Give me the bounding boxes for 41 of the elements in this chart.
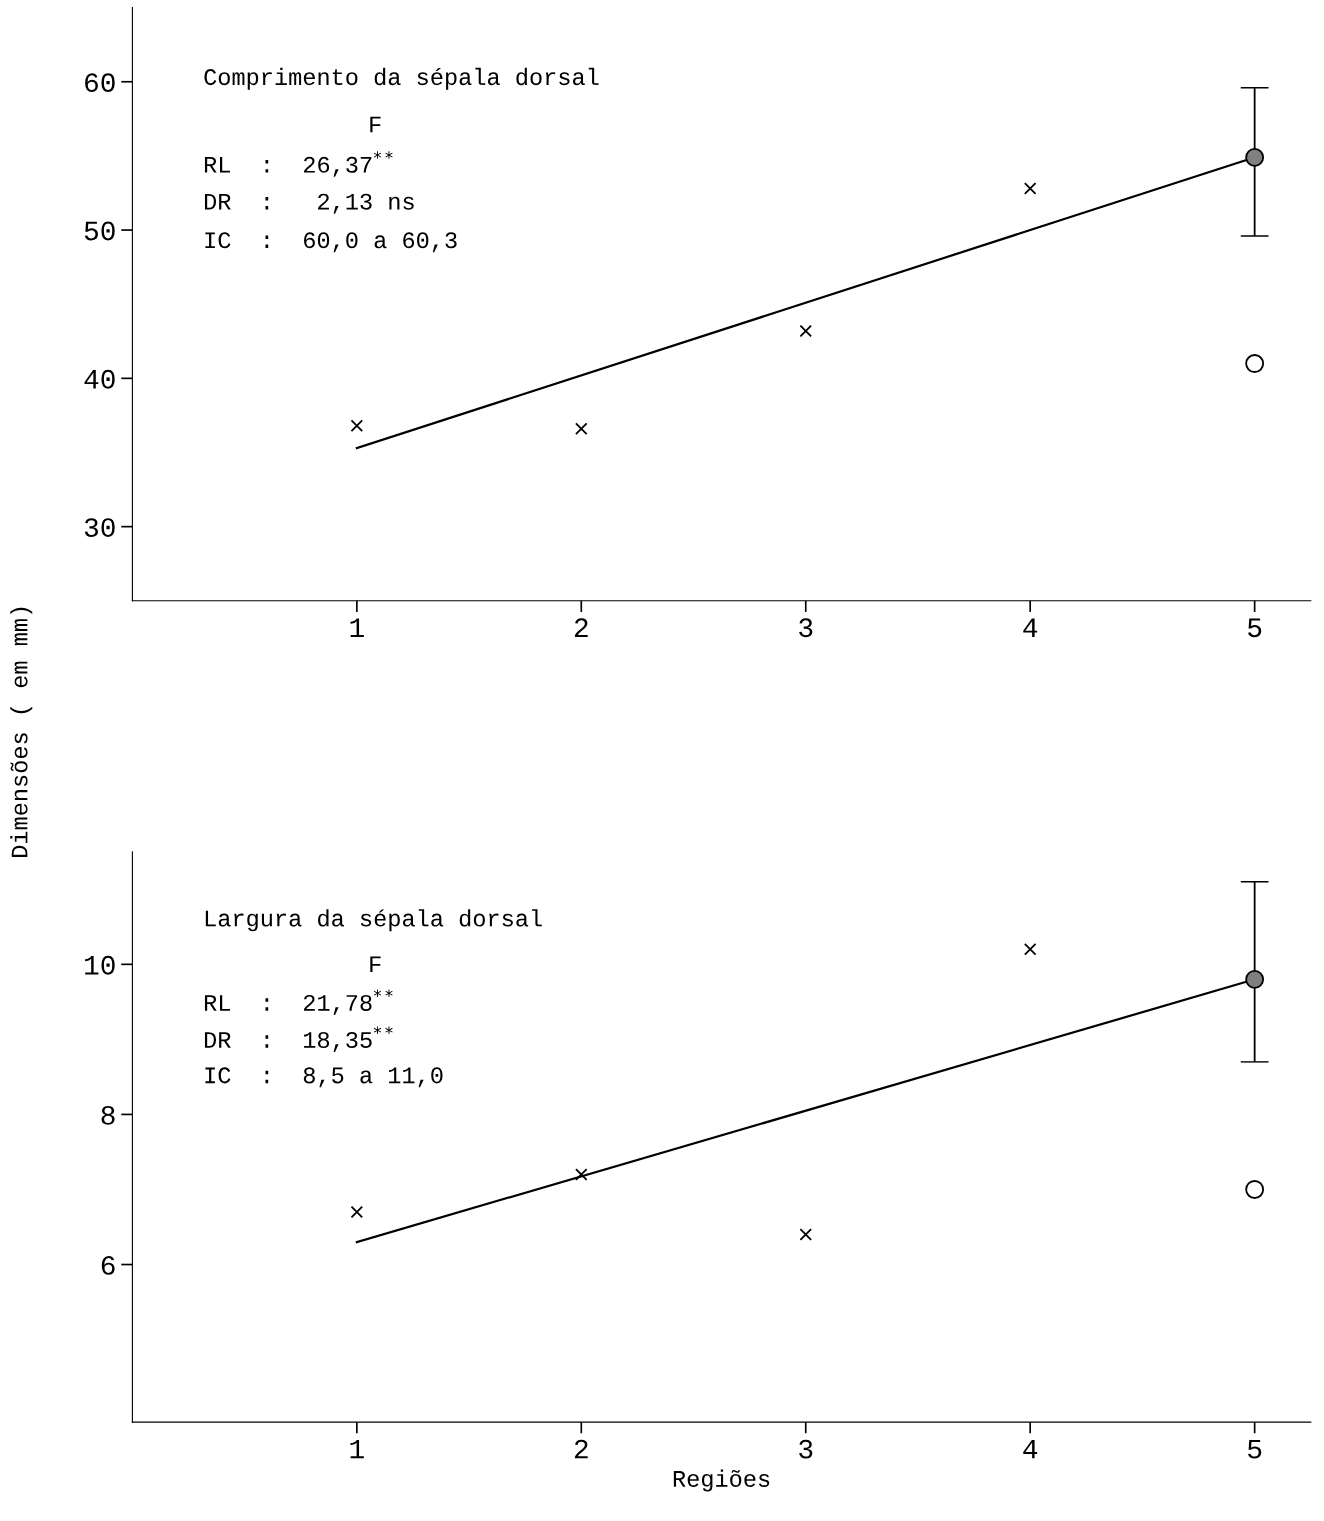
annotation: DR : 18,35$^{**}$ <box>204 1026 393 1052</box>
text: Largura da sépala dorsal <box>205 909 542 932</box>
point <box>799 1228 813 1241</box>
x-tick-label: 5 <box>1248 618 1262 638</box>
point <box>1245 354 1265 373</box>
y-tick-label: 8 <box>101 1105 115 1125</box>
point <box>575 1168 588 1181</box>
x-tick-label: 3 <box>799 618 813 638</box>
point <box>350 1205 364 1219</box>
x-axis-title: Regiões <box>673 1469 770 1492</box>
y-tick-label: 60 <box>85 73 115 93</box>
x-tick-label: 2 <box>574 1439 588 1459</box>
x-tick-label: 2 <box>574 618 588 637</box>
annotation: RL : 26,37$^{**}$ <box>204 151 393 177</box>
point <box>799 324 813 338</box>
x-tick-label: 3 <box>799 1439 813 1459</box>
y-tick-label: 10 <box>85 955 115 975</box>
point <box>1023 182 1037 195</box>
y-tick-label: 30 <box>84 518 115 537</box>
point <box>1245 147 1265 167</box>
annotation: F <box>370 956 381 972</box>
x-tick-label: 5 <box>1248 1439 1262 1459</box>
annotation: RL : 21,78$^{**}$ <box>204 989 393 1015</box>
annotation: IC : 8,5 a 11,0 <box>205 1067 443 1088</box>
x-tick-label: 1 <box>350 618 364 637</box>
point <box>1245 969 1265 989</box>
text: Comprimento da sépala dorsal <box>204 67 599 90</box>
point <box>1245 1180 1265 1199</box>
x-tick-label: 1 <box>350 1439 364 1459</box>
point <box>350 419 364 433</box>
annotation: F <box>370 116 381 133</box>
annotation: IC : 60,0 a 60,3 <box>205 232 457 253</box>
point <box>575 422 588 436</box>
y-tick-label: 40 <box>84 369 115 389</box>
y-tick-label: 6 <box>101 1256 115 1275</box>
x-tick-label: 4 <box>1023 618 1038 637</box>
y-axis-title: Dimensões ( em mm) <box>10 607 33 857</box>
annotation: DR : 2,13 ns <box>204 193 414 214</box>
point <box>1023 943 1037 956</box>
x-tick-label: 4 <box>1023 1439 1038 1459</box>
y-tick-label: 50 <box>84 221 115 241</box>
